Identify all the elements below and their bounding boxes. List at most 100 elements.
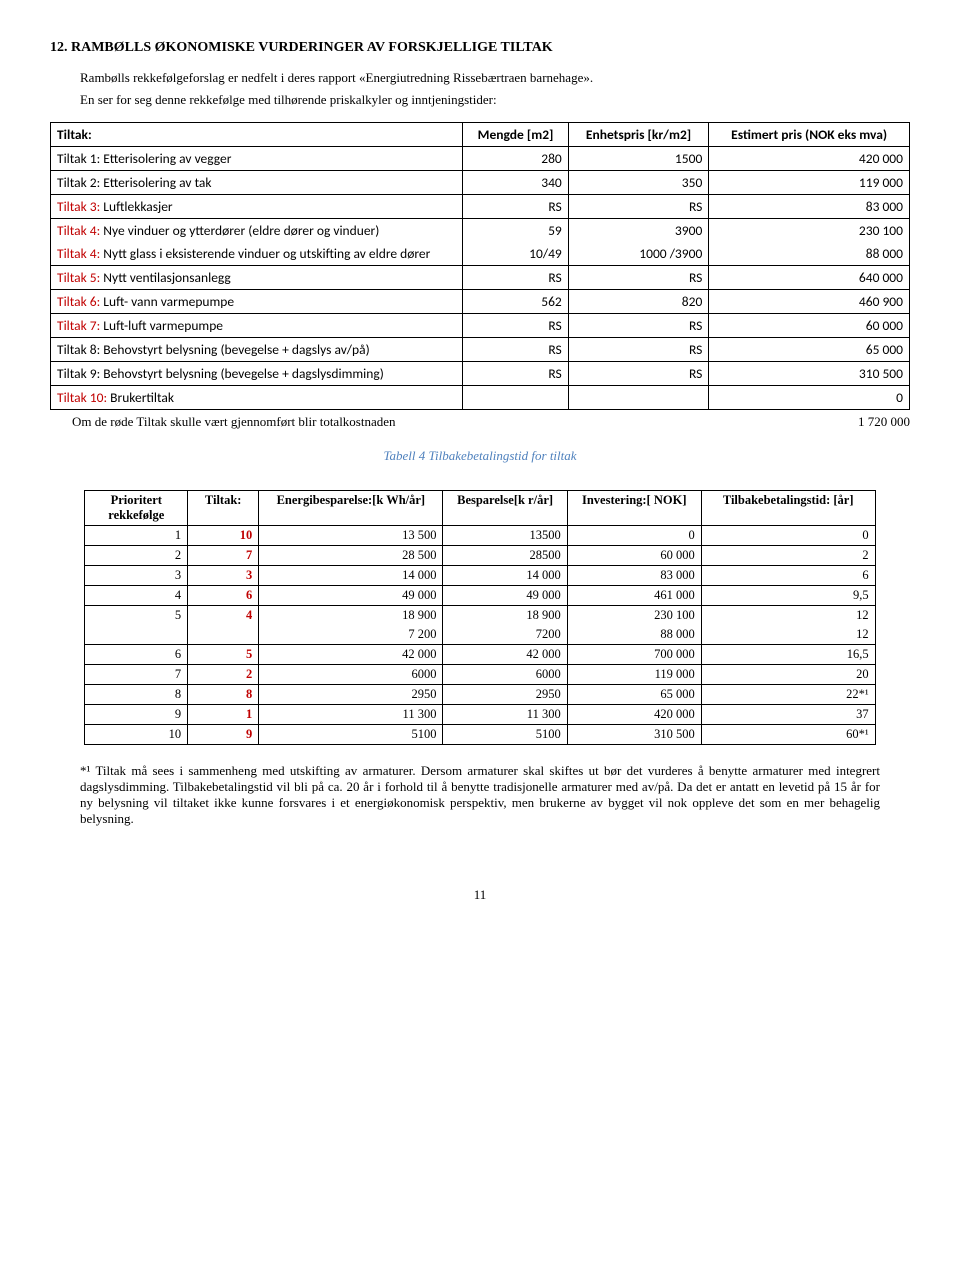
cell: 6 <box>85 645 188 665</box>
t2-header: Investering:[ NOK] <box>567 491 701 526</box>
cell: RS <box>568 195 709 219</box>
table-row: 7260006000119 00020 <box>85 665 875 685</box>
summary-total: 1 720 000 <box>858 414 910 430</box>
cell: 2 <box>701 546 875 566</box>
summary-text: Om de røde Tiltak skulle vært gjennomfør… <box>72 414 396 429</box>
table-row: Tiltak 1: Etterisolering av vegger280150… <box>51 147 910 171</box>
t2-header: Besparelse[k r/år] <box>443 491 567 526</box>
cell: 10 <box>85 725 188 745</box>
cell: 60*¹ <box>701 725 875 745</box>
cell: 4 <box>85 586 188 606</box>
cell: 3 <box>85 566 188 586</box>
cell <box>188 625 259 645</box>
cell: 83 000 <box>567 566 701 586</box>
cell: 1 <box>188 705 259 725</box>
cell: 10/49 <box>463 242 568 266</box>
cell: 60 000 <box>567 546 701 566</box>
table-row: 882950295065 00022*¹ <box>85 685 875 705</box>
cell: 18 900 <box>259 606 443 626</box>
cell: RS <box>568 266 709 290</box>
table-caption: Tabell 4 Tilbakebetalingstid for tiltak <box>50 448 910 464</box>
cell: 6000 <box>259 665 443 685</box>
cell: RS <box>463 314 568 338</box>
intro-1: Rambølls rekkefølgeforslag er nedfelt i … <box>80 70 910 86</box>
table-row: 6542 00042 000700 00016,5 <box>85 645 875 665</box>
t1-header: Estimert pris (NOK eks mva) <box>709 123 910 147</box>
cell: 28500 <box>443 546 567 566</box>
cell: 42 000 <box>443 645 567 665</box>
table-row: 2728 5002850060 0002 <box>85 546 875 566</box>
table-row: Tiltak 5: Nytt ventilasjonsanleggRSRS640… <box>51 266 910 290</box>
cell: 1 <box>85 526 188 546</box>
cell: 88 000 <box>567 625 701 645</box>
cell: 7 200 <box>259 625 443 645</box>
cell: RS <box>463 266 568 290</box>
cell: 230 100 <box>709 219 910 243</box>
cell: RS <box>463 338 568 362</box>
cell <box>463 386 568 410</box>
cell: 640 000 <box>709 266 910 290</box>
tiltak-label: Tiltak 8: Behovstyrt belysning (bevegels… <box>51 338 463 362</box>
cell: 461 000 <box>567 586 701 606</box>
cell: 49 000 <box>443 586 567 606</box>
table-row: 4649 00049 000461 0009,5 <box>85 586 875 606</box>
cell: 7200 <box>443 625 567 645</box>
cell: 3 <box>188 566 259 586</box>
tiltak-label: Tiltak 6: Luft- vann varmepumpe <box>51 290 463 314</box>
cell: 14 000 <box>259 566 443 586</box>
t1-header: Tiltak: <box>51 123 463 147</box>
cell: 6 <box>701 566 875 586</box>
table-row: 3314 00014 00083 0006 <box>85 566 875 586</box>
cell: RS <box>568 314 709 338</box>
cell: 5100 <box>443 725 567 745</box>
cell: 7 <box>188 546 259 566</box>
cell: 230 100 <box>567 606 701 626</box>
t2-header: Energibesparelse:[k Wh/år] <box>259 491 443 526</box>
cell: 49 000 <box>259 586 443 606</box>
table-row: Tiltak 4: Nye vinduer og ytterdører (eld… <box>51 219 910 243</box>
cell: 0 <box>701 526 875 546</box>
cell: 562 <box>463 290 568 314</box>
cell: 10 <box>188 526 259 546</box>
cell: 13 500 <box>259 526 443 546</box>
table-prioritert: Prioritert rekkefølgeTiltak:Energibespar… <box>84 490 875 745</box>
cell: 460 900 <box>709 290 910 314</box>
table-row: 5418 90018 900230 10012 <box>85 606 875 626</box>
cell: 8 <box>85 685 188 705</box>
tiltak-label: Tiltak 9: Behovstyrt belysning (bevegels… <box>51 362 463 386</box>
table-row: 10951005100310 50060*¹ <box>85 725 875 745</box>
footnote: *¹ Tiltak må sees i sammenheng med utski… <box>80 763 880 827</box>
cell: 5 <box>188 645 259 665</box>
cell: 9 <box>188 725 259 745</box>
cell: 820 <box>568 290 709 314</box>
cell: 5 <box>85 606 188 626</box>
cell: 5100 <box>259 725 443 745</box>
cell: 13500 <box>443 526 567 546</box>
t2-header: Tiltak: <box>188 491 259 526</box>
cell: 420 000 <box>709 147 910 171</box>
cell: 119 000 <box>567 665 701 685</box>
cell: 11 300 <box>259 705 443 725</box>
cell: 6000 <box>443 665 567 685</box>
cell: 14 000 <box>443 566 567 586</box>
table-row: Tiltak 4: Nytt glass i eksisterende vind… <box>51 242 910 266</box>
table-row: Tiltak 3: LuftlekkasjerRSRS83 000 <box>51 195 910 219</box>
cell: 20 <box>701 665 875 685</box>
cell: 2 <box>85 546 188 566</box>
cell: 65 000 <box>567 685 701 705</box>
tiltak-label: Tiltak 4: Nytt glass i eksisterende vind… <box>51 242 463 266</box>
cell: 6 <box>188 586 259 606</box>
tiltak-label: Tiltak 1: Etterisolering av vegger <box>51 147 463 171</box>
intro-2: En ser for seg denne rekkefølge med tilh… <box>80 92 910 108</box>
cell: 350 <box>568 171 709 195</box>
cell: 2 <box>188 665 259 685</box>
cell: 700 000 <box>567 645 701 665</box>
cell: 2950 <box>443 685 567 705</box>
cell: 280 <box>463 147 568 171</box>
cell: 0 <box>567 526 701 546</box>
cell: 340 <box>463 171 568 195</box>
cell: 88 000 <box>709 242 910 266</box>
cell: RS <box>568 338 709 362</box>
cell: RS <box>463 195 568 219</box>
cell: 28 500 <box>259 546 443 566</box>
